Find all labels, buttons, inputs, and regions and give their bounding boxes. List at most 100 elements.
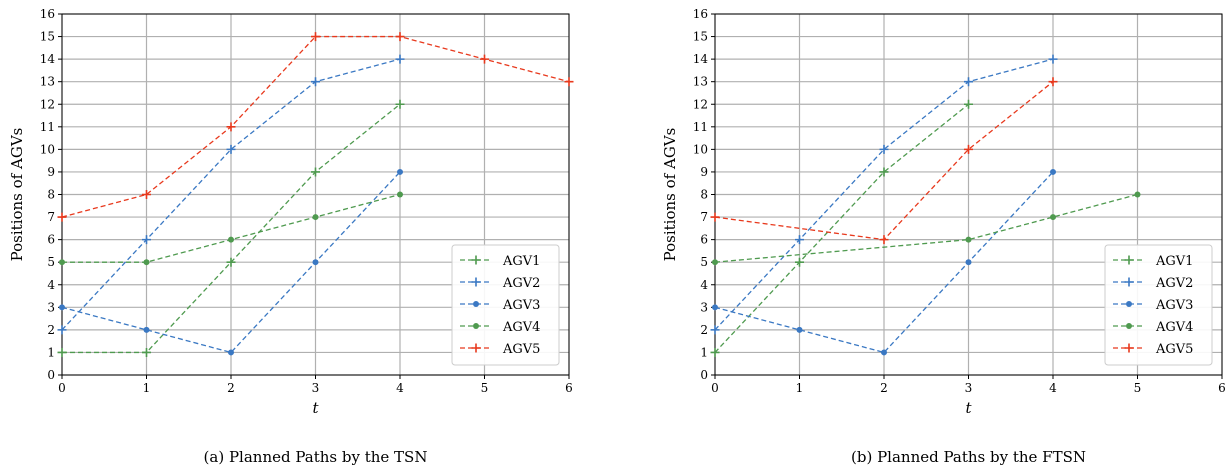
data-point <box>965 236 972 243</box>
series-agv3 <box>59 168 403 356</box>
legend-label: AGV1 <box>502 254 540 269</box>
data-point <box>57 212 67 222</box>
series-line <box>714 103 969 353</box>
x-axis-label: t <box>965 399 972 417</box>
series-agv5 <box>710 77 1058 245</box>
x-tick-label: 2 <box>227 381 235 395</box>
series-line <box>61 171 401 354</box>
y-tick-label: 8 <box>47 188 55 202</box>
legend-entry: AGV1 <box>1113 254 1193 269</box>
legend-entry: AGV5 <box>1113 342 1193 357</box>
legend-label: AGV3 <box>1155 298 1193 313</box>
data-point <box>879 167 889 177</box>
y-tick-label: 11 <box>40 120 55 134</box>
x-tick-label: 4 <box>1049 381 1057 395</box>
data-point <box>142 190 151 199</box>
data-point <box>312 214 319 221</box>
legend: AGV1 AGV2 AGV3 AGV4 AGV5 <box>1104 244 1213 366</box>
y-tick-label: 5 <box>700 255 708 269</box>
data-point <box>964 77 973 87</box>
legend-entry: AGV2 <box>460 276 540 291</box>
x-tick-label: 5 <box>1134 381 1142 395</box>
data-point <box>710 212 720 222</box>
legend-marker <box>1126 301 1132 307</box>
legend-entry: AGV1 <box>460 254 540 269</box>
data-point <box>564 77 574 87</box>
y-tick-label: 16 <box>40 7 55 21</box>
y-tick-label: 6 <box>47 233 55 247</box>
y-tick-label: 7 <box>700 210 708 224</box>
y-tick-label: 4 <box>700 278 708 292</box>
legend-entry: AGV2 <box>1113 276 1193 291</box>
y-tick-label: 14 <box>693 52 709 66</box>
data-point <box>59 259 65 266</box>
y-tick-label: 0 <box>47 368 55 382</box>
series-agv1 <box>710 99 973 357</box>
y-tick-label: 16 <box>693 7 708 21</box>
chart-caption: (a) Planned Paths by the TSN <box>204 448 428 466</box>
series-line <box>61 58 401 331</box>
x-axis-label: t <box>312 399 319 417</box>
series-agv5 <box>57 32 574 222</box>
data-point <box>57 325 67 335</box>
data-point <box>311 32 320 42</box>
x-tick-label: 5 <box>481 381 489 395</box>
legend-label: AGV2 <box>1155 276 1193 291</box>
data-point <box>710 325 720 335</box>
y-tick-label: 13 <box>40 75 55 89</box>
y-tick-label: 8 <box>700 188 708 202</box>
data-point <box>712 304 718 311</box>
data-point <box>143 326 150 333</box>
y-tick-label: 0 <box>700 368 708 382</box>
series-agv2 <box>710 54 1058 335</box>
y-tick-label: 9 <box>47 165 55 179</box>
y-tick-label: 15 <box>693 30 708 44</box>
data-point <box>395 99 405 109</box>
legend-label: AGV3 <box>502 298 540 313</box>
data-point <box>712 259 718 266</box>
data-point <box>311 167 320 177</box>
data-point <box>226 122 236 132</box>
y-tick-label: 13 <box>693 75 708 89</box>
y-axis-label: Positions of AGVs <box>8 128 26 262</box>
data-point <box>142 347 151 357</box>
y-tick-label: 1 <box>47 345 55 359</box>
data-point <box>228 236 234 243</box>
data-point <box>395 54 405 64</box>
data-point <box>397 191 403 198</box>
legend-entry: AGV4 <box>1113 320 1193 335</box>
y-tick-label: 3 <box>700 300 708 314</box>
legend-marker <box>473 301 479 307</box>
legend-entry: AGV5 <box>460 342 540 357</box>
legend-marker <box>1124 255 1134 265</box>
legend-entry: AGV3 <box>460 298 540 313</box>
y-tick-label: 6 <box>700 233 708 247</box>
legend-marker <box>471 277 481 287</box>
chart-panel-b: 0 1 2 3 4 5 6012345678910111213141516tPosition… <box>661 7 1226 466</box>
series-agv1 <box>57 99 405 357</box>
data-point <box>228 349 234 356</box>
y-tick-label: 2 <box>47 323 55 337</box>
series-line <box>714 58 1054 331</box>
data-point <box>397 168 403 175</box>
y-tick-label: 7 <box>47 210 55 224</box>
series-line <box>714 193 1138 263</box>
series-agv4 <box>59 191 403 266</box>
legend-label: AGV5 <box>502 342 540 357</box>
chart-panel-a: 0 1 2 3 4 5 6012345678910111213141516tPosition… <box>8 7 574 466</box>
y-tick-label: 10 <box>40 142 55 156</box>
legend-label: AGV2 <box>502 276 540 291</box>
x-tick-label: 0 <box>711 381 719 395</box>
y-tick-label: 14 <box>40 52 56 66</box>
legend-marker <box>471 343 481 353</box>
legend-box <box>1104 244 1213 366</box>
data-point <box>964 99 973 109</box>
x-tick-label: 3 <box>312 381 320 395</box>
chart-caption: (b) Planned Paths by the FTSN <box>851 448 1086 466</box>
series-line <box>714 81 1054 241</box>
data-point <box>710 347 720 357</box>
y-tick-label: 5 <box>47 255 55 269</box>
data-point <box>1048 77 1058 87</box>
